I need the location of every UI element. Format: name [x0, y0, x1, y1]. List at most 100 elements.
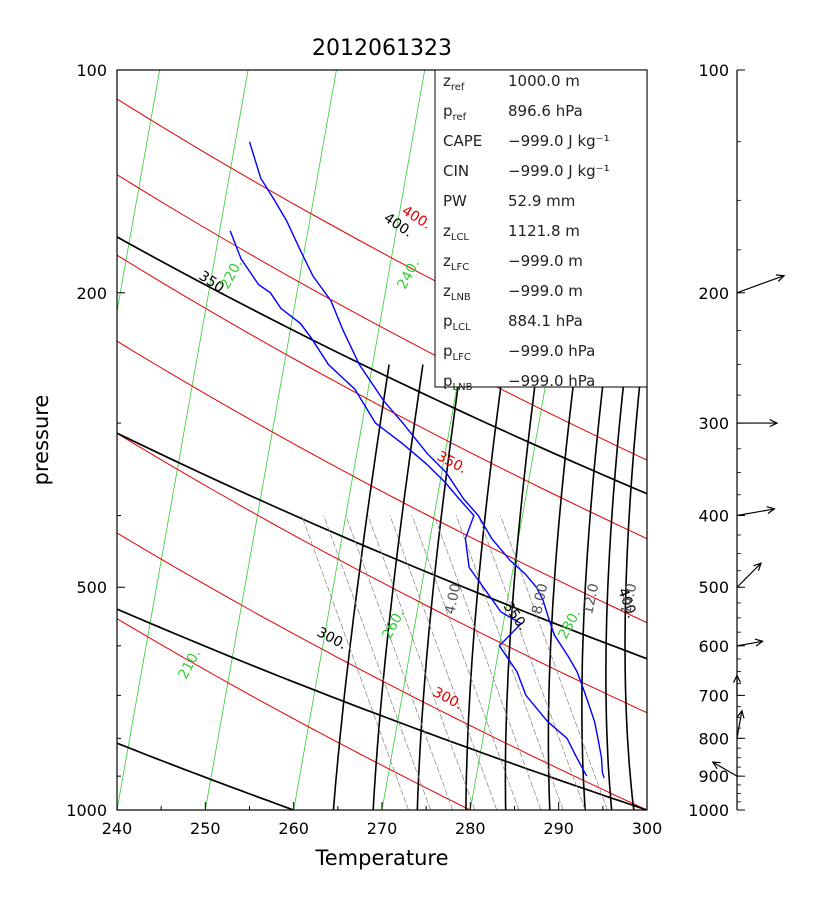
wind-panel: 100 200 300 400 500 600 700 800 900 1000: [688, 61, 786, 820]
mixing-ratio-label-4: 4.00: [442, 582, 464, 616]
wind-pressure-label: 700: [698, 686, 729, 705]
info-row-value: 884.1 hPa: [508, 312, 583, 330]
wind-arrow-head: [711, 761, 721, 770]
x-tick-label: 280: [455, 819, 486, 838]
wind-pressure-label: 800: [698, 729, 729, 748]
moist-adiabat-line-400: [117, 235, 647, 495]
wind-arrow-shaft: [736, 562, 762, 588]
y-tick-label: 100: [76, 61, 107, 80]
moist-adiabat-line-240: [117, 809, 118, 810]
wind-arrow-head: [753, 562, 762, 571]
x-tick-label: 290: [543, 819, 574, 838]
dry-adiabat-line-350: [117, 340, 647, 624]
saturated-adiabat-line-0: [332, 364, 390, 810]
saturated-adiabat-line-2: [416, 364, 462, 810]
axes: 240 250 260 270 280 290 300 100 200 500 1000: [66, 61, 662, 838]
mixing-ratio-line-4: [389, 515, 498, 810]
moist-adiabat-line-350: [117, 432, 647, 660]
info-row-value: −999.0 J kg⁻¹: [508, 162, 610, 180]
info-row-value: 52.9 mm: [508, 192, 575, 210]
isotherm-label-260: 260.: [379, 607, 408, 642]
dry-adiabat-line-300: [117, 532, 647, 810]
isotherm-line-240: [117, 70, 249, 810]
chart-title: 2012061323: [312, 36, 452, 61]
mixing-ratio-label-8: 8.00: [529, 582, 551, 616]
info-box-frame: [434, 69, 648, 388]
saturated-adiabat-line-3: [465, 364, 505, 810]
mixing-ratio-line-6: [433, 515, 542, 810]
wind-pressure-label: 1000: [688, 801, 729, 820]
plot-area: [117, 70, 647, 810]
isotherm-line-250: [204, 70, 337, 810]
info-row-value: −999.0 J kg⁻¹: [508, 132, 610, 150]
saturated-adiabat-line-7: [605, 364, 627, 810]
x-tick-label: 240: [102, 819, 133, 838]
wind-pressure-label: 100: [698, 61, 729, 80]
temperature-profile-line: [248, 141, 605, 779]
info-row-value: −999.0 hPa: [508, 342, 595, 360]
wind-arrow-shaft: [712, 761, 738, 777]
wind-arrow-shaft: [736, 275, 785, 294]
x-tick-label: 300: [632, 819, 663, 838]
dry-adiabat-line-280: [117, 618, 471, 810]
moist-adiabat-label-300: 300.: [314, 624, 349, 653]
isotherm-label-220: 220.: [217, 257, 246, 292]
x-axis-label: Temperature: [314, 846, 448, 870]
mixing-ratio-label-12: 12.0: [580, 582, 602, 616]
saturated-adiabat-line-6: [581, 364, 606, 810]
info-row-value: −999.0 m: [508, 282, 583, 300]
wind-pressure-label: 200: [698, 284, 729, 303]
dry-adiabat-line-400: [117, 174, 647, 461]
x-tick-label: 270: [367, 819, 398, 838]
mixing-ratio-line-9: [500, 515, 608, 810]
y-tick-label: 500: [76, 578, 107, 597]
wind-arrow-head: [732, 674, 742, 683]
mixing-ratio-line-7: [455, 515, 564, 810]
x-tick-label: 250: [190, 819, 221, 838]
wind-arrow-shaft: [736, 710, 743, 739]
wind-arrow-head: [769, 419, 779, 428]
isotherm-line-260: [293, 70, 426, 810]
mixing-ratio-label-14: 14.0: [618, 582, 640, 616]
dry-adiabat-label-300: 300.: [430, 684, 465, 713]
wind-pressure-label: 600: [698, 637, 729, 656]
info-row-value: 1121.8 m: [508, 222, 580, 240]
saturated-adiabat-line-1: [372, 364, 424, 810]
dewpoint-profile-line: [229, 230, 588, 777]
mixing-ratio-line-3: [367, 515, 476, 810]
mixing-ratio-line-1: [323, 515, 431, 810]
info-row-label: CAPE: [443, 132, 482, 150]
mixing-ratio-line-0: [301, 515, 409, 810]
wind-pressure-label: 400: [698, 507, 729, 526]
info-row-label: CIN: [443, 162, 469, 180]
wind-pressure-label: 500: [698, 578, 729, 597]
info-row-label: PW: [443, 192, 467, 210]
info-row-value: 1000.0 m: [508, 72, 580, 90]
wind-arrow-head: [775, 274, 786, 282]
mixing-ratio-line-2: [345, 515, 454, 810]
saturated-adiabat-line-8: [624, 364, 643, 810]
wind-arrow-head: [754, 638, 764, 647]
mixing-ratio-line-5: [411, 515, 520, 810]
info-row-value: −999.0 m: [508, 252, 583, 270]
wind-arrow-head: [736, 709, 745, 719]
dry-adiabat-label-350: 350.: [434, 448, 469, 477]
isotherm-label-210: 210.: [175, 647, 204, 682]
moist-adiabat-line-300: [117, 608, 647, 810]
y-tick-label: 200: [76, 284, 107, 303]
info-row-value: −999.0 hPa: [508, 372, 595, 390]
info-row-value: 896.6 hPa: [508, 102, 583, 120]
wind-pressure-label: 900: [698, 767, 729, 786]
saturated-adiabat-line-5: [547, 364, 577, 810]
wind-arrow-shaft: [736, 640, 763, 647]
wind-arrow-shaft: [736, 508, 775, 517]
saturated-adiabat-line-4: [504, 364, 539, 810]
mixing-ratio-line-8: [477, 515, 586, 810]
dry-adiabat-line-375: [117, 254, 647, 540]
wind-pressure-label: 300: [698, 414, 729, 433]
isotherm-line-230: [117, 70, 161, 314]
x-tick-label: 260: [278, 819, 309, 838]
y-axis-label: pressure: [29, 395, 53, 486]
